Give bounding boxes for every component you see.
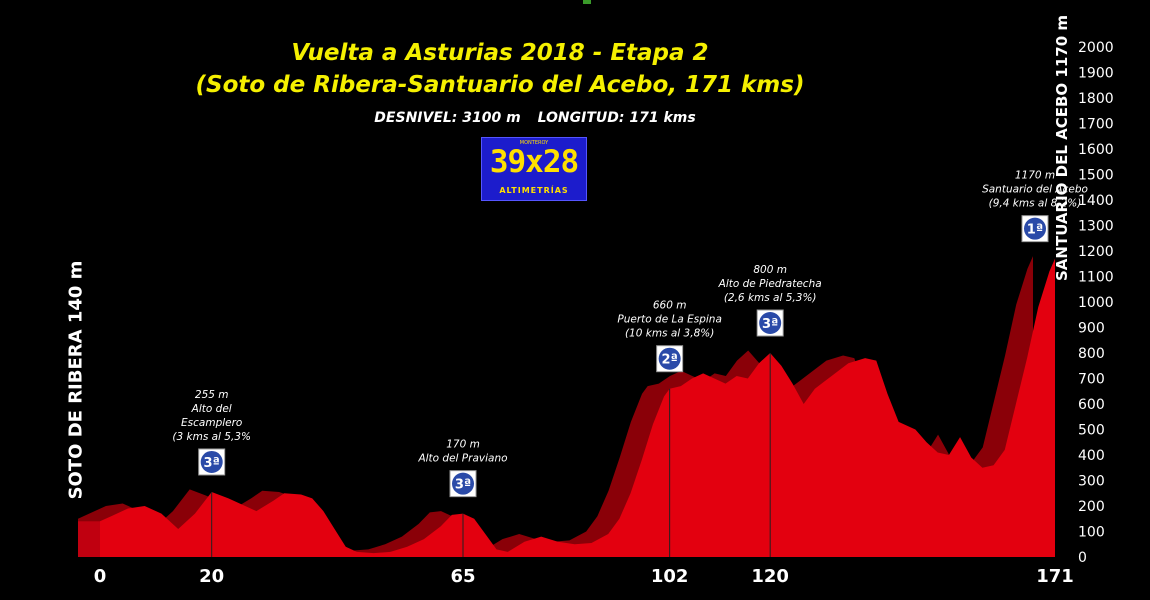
climb-label: Alto del bbox=[191, 403, 232, 415]
y-tick-label: 300 bbox=[1078, 474, 1105, 490]
climb-label: 1170 m bbox=[1015, 170, 1055, 182]
climb-label: 800 m bbox=[753, 264, 787, 276]
x-tick-label: 0 bbox=[94, 566, 107, 587]
y-tick-label: 600 bbox=[1078, 397, 1105, 413]
longitud-text: LONGITUD: 171 kms bbox=[537, 110, 696, 126]
climb-badge-circle bbox=[200, 450, 223, 473]
climb-label: 255 m bbox=[195, 389, 229, 401]
y-tick-label: 100 bbox=[1078, 525, 1105, 541]
climb-badge-circle bbox=[452, 472, 475, 495]
climb-badge-circle bbox=[1024, 217, 1046, 240]
chart-subtitle: (Soto de Ribera-Santuario del Acebo, 171… bbox=[195, 72, 805, 98]
y-tick-label: 1200 bbox=[1078, 244, 1114, 260]
y-tick-label: 1600 bbox=[1078, 142, 1114, 158]
y-tick-label: 1100 bbox=[1078, 270, 1114, 286]
y-tick-label: 500 bbox=[1078, 423, 1105, 439]
climb-category: 3ª bbox=[762, 317, 778, 332]
y-tick-label: 400 bbox=[1078, 448, 1105, 464]
climb-category: 2ª bbox=[661, 353, 677, 368]
y-tick-label: 200 bbox=[1078, 499, 1105, 515]
y-tick-label: 0 bbox=[1078, 550, 1087, 566]
logo-main-text: 39x28 bbox=[489, 144, 579, 180]
climb-label: Alto de Piedratecha bbox=[718, 278, 822, 290]
x-tick-label: 20 bbox=[199, 566, 224, 587]
climb-label: 660 m bbox=[653, 300, 687, 312]
climb-label: (3 kms al 5,3% bbox=[172, 431, 251, 443]
chart-title: Vuelta a Asturias 2018 - Etapa 2 bbox=[291, 40, 709, 66]
climb-category: 1ª bbox=[1027, 223, 1043, 238]
y-tick-label: 1500 bbox=[1078, 168, 1114, 184]
x-tick-label: 102 bbox=[651, 566, 689, 587]
desnivel-text: DESNIVEL: 3100 m bbox=[374, 110, 521, 126]
climb-label: (2,6 kms al 5,3%) bbox=[724, 292, 817, 304]
climb-label: Escamplero bbox=[181, 417, 242, 429]
brand-logo: MONTEROY 39x28 ALTIMETRÍAS bbox=[481, 137, 587, 201]
y-tick-label: 1900 bbox=[1078, 66, 1114, 82]
climb-label: 170 m bbox=[446, 439, 480, 451]
climb-badge-circle bbox=[658, 347, 681, 370]
climb-category: 3ª bbox=[204, 456, 220, 471]
y-tick-label: 900 bbox=[1078, 321, 1105, 337]
climb-badge-circle bbox=[759, 312, 782, 334]
logo-sub-text: ALTIMETRÍAS bbox=[499, 186, 569, 195]
y-tick-label: 1400 bbox=[1078, 193, 1114, 209]
y-tick-label: 1800 bbox=[1078, 91, 1114, 107]
x-tick-label: 171 bbox=[1036, 566, 1074, 587]
profile-area bbox=[100, 258, 1055, 557]
y-tick-label: 2000 bbox=[1078, 40, 1114, 56]
climb-label: Santuario del Acebo bbox=[982, 184, 1088, 196]
profile-start-block bbox=[78, 521, 100, 557]
climb-label: Puerto de La Espina bbox=[617, 314, 722, 326]
y-tick-label: 1000 bbox=[1078, 295, 1114, 311]
x-tick-label: 65 bbox=[450, 566, 475, 587]
stage-stats: DESNIVEL: 3100 m LONGITUD: 171 kms bbox=[355, 110, 715, 126]
x-tick-label: 120 bbox=[751, 566, 789, 587]
climb-label: (9,4 kms al 8,2%) bbox=[989, 198, 1082, 210]
y-tick-label: 700 bbox=[1078, 372, 1105, 388]
top-marker bbox=[583, 0, 591, 4]
climb-label: (10 kms al 3,8%) bbox=[625, 328, 714, 340]
climb-category: 3ª bbox=[455, 478, 471, 493]
y-tick-label: 1300 bbox=[1078, 219, 1114, 235]
logo-top-text: MONTEROY bbox=[519, 140, 549, 146]
y-tick-label: 1700 bbox=[1078, 117, 1114, 133]
y-tick-label: 800 bbox=[1078, 346, 1105, 362]
climb-label: Alto del Praviano bbox=[417, 453, 507, 465]
